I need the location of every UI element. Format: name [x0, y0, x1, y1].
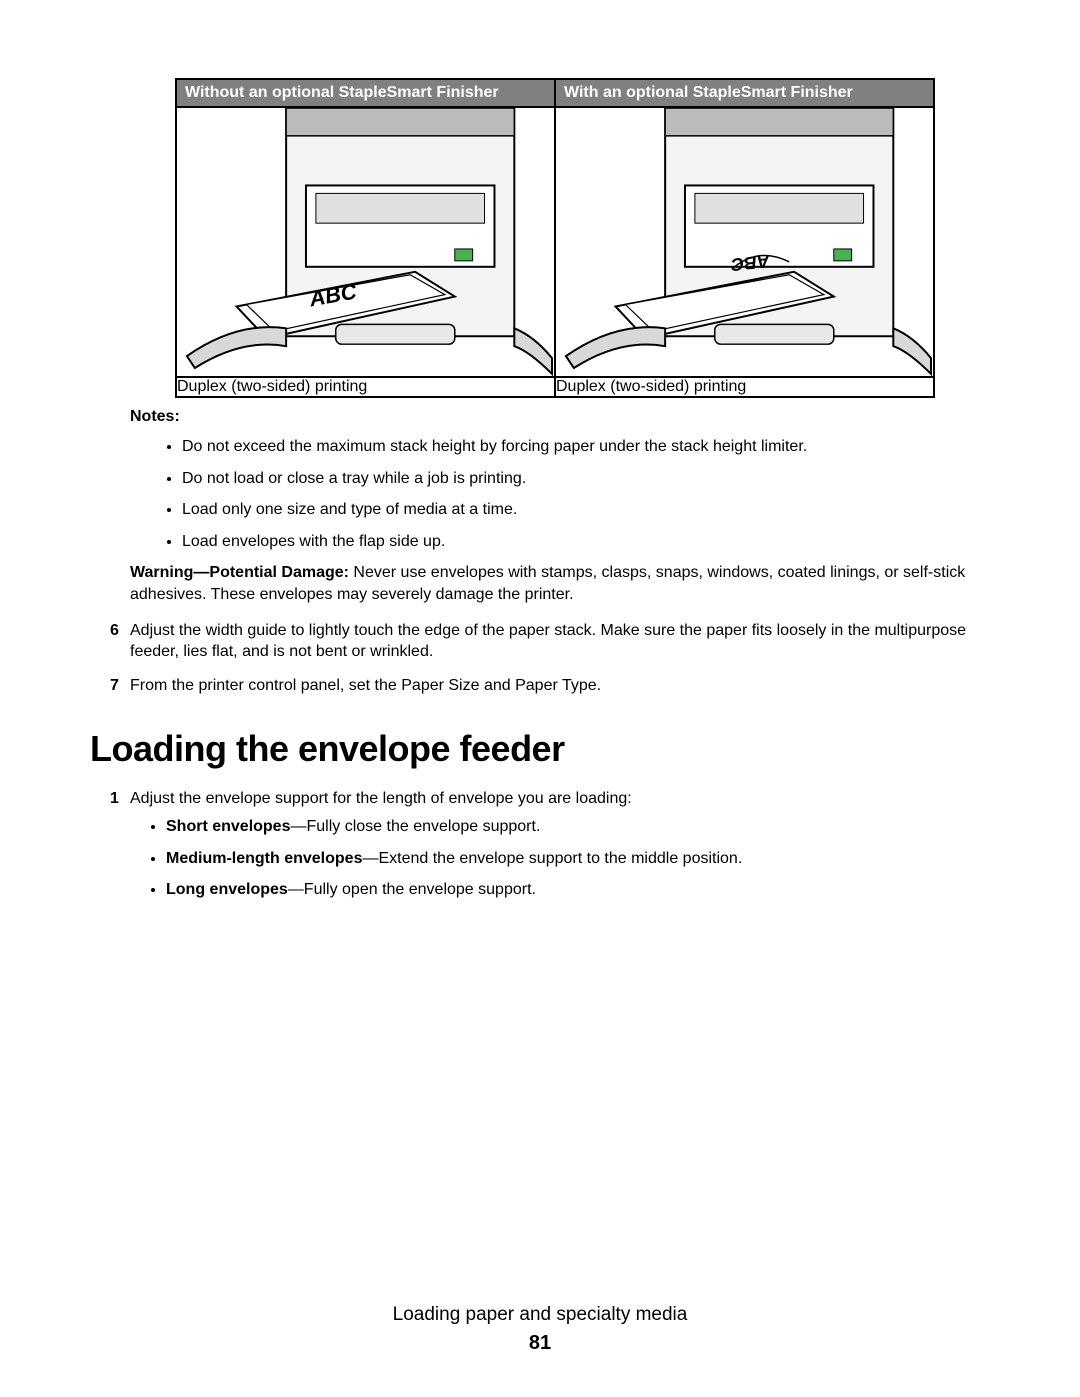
step-number: 1	[110, 788, 130, 810]
comparison-table: Without an optional StapleSmart Finisher…	[175, 78, 935, 398]
list-item: Short envelopes—Fully close the envelope…	[166, 816, 742, 838]
list-item: Do not load or close a tray while a job …	[182, 468, 1000, 490]
list-item: Load envelopes with the flap side up.	[182, 531, 1000, 553]
step-body: Adjust the envelope support for the leng…	[130, 788, 742, 910]
envelope-step-1: 1 Adjust the envelope support for the le…	[130, 788, 1000, 910]
printer-illustration-left: ABC	[177, 108, 554, 376]
step-6: 6 Adjust the width guide to lightly touc…	[130, 620, 1000, 663]
step-text: Adjust the width guide to lightly touch …	[130, 620, 1000, 663]
list-item: Medium-length envelopes—Extend the envel…	[166, 848, 742, 870]
page-content: Without an optional StapleSmart Finisher…	[70, 78, 1010, 911]
table-caption-left: Duplex (two-sided) printing	[176, 377, 555, 397]
envelope-sublist: Short envelopes—Fully close the envelope…	[166, 816, 742, 901]
printer-illustration-right: ABC	[556, 108, 933, 376]
step-text: From the printer control panel, set the …	[130, 675, 601, 697]
bullet-bold: Short envelopes	[166, 818, 290, 835]
list-item: Do not exceed the maximum stack height b…	[182, 436, 1000, 458]
svg-text:ABC: ABC	[729, 251, 772, 275]
footer-page-number: 81	[0, 1332, 1080, 1355]
table-header-col2: With an optional StapleSmart Finisher	[555, 79, 934, 107]
table-image-cell-left: ABC	[176, 107, 555, 377]
list-item: Load only one size and type of media at …	[182, 499, 1000, 521]
bullet-rest: —Fully open the envelope support.	[288, 881, 536, 898]
section-heading: Loading the envelope feeder	[90, 728, 1000, 770]
footer-chapter-title: Loading paper and specialty media	[0, 1304, 1080, 1326]
step-number: 6	[110, 620, 130, 642]
page-footer: Loading paper and specialty media 81	[0, 1304, 1080, 1355]
notes-section: Notes: Do not exceed the maximum stack h…	[130, 408, 1000, 606]
warning-text: Warning—Potential Damage: Never use enve…	[130, 562, 1000, 605]
step-7: 7 From the printer control panel, set th…	[130, 675, 1000, 697]
step-intro: Adjust the envelope support for the leng…	[130, 788, 742, 810]
bullet-bold: Medium-length envelopes	[166, 850, 362, 867]
warning-prefix: Warning—Potential Damage:	[130, 564, 349, 581]
bullet-bold: Long envelopes	[166, 881, 288, 898]
step-number: 7	[110, 675, 130, 697]
list-item: Long envelopes—Fully open the envelope s…	[166, 879, 742, 901]
table-image-cell-right: ABC	[555, 107, 934, 377]
table-caption-right: Duplex (two-sided) printing	[555, 377, 934, 397]
table-header-col1: Without an optional StapleSmart Finisher	[176, 79, 555, 107]
bullet-rest: —Extend the envelope support to the midd…	[362, 850, 742, 867]
bullet-rest: —Fully close the envelope support.	[290, 818, 540, 835]
notes-list: Do not exceed the maximum stack height b…	[182, 436, 1000, 552]
notes-label: Notes:	[130, 408, 1000, 426]
